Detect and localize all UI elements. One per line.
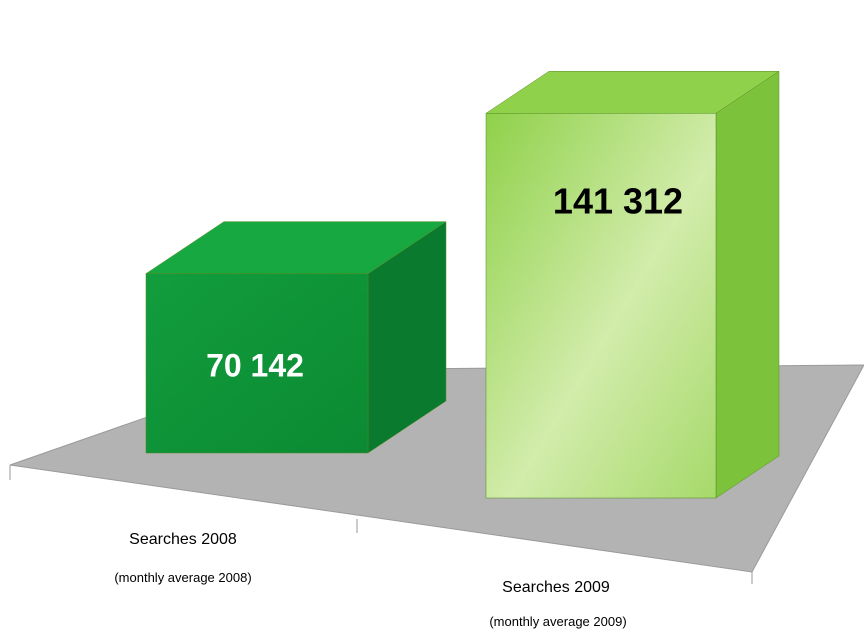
bar-2009-front	[485, 113, 717, 499]
bar-2008-front	[145, 273, 369, 454]
value-label-2008: 70 142	[206, 348, 304, 384]
category-label-2008: Searches 2008	[129, 531, 237, 548]
bar-2009-side	[715, 70, 780, 499]
value-label-2009: 141 312	[553, 180, 683, 221]
category-label-2009: Searches 2009	[502, 579, 610, 596]
category-sublabel-2008: (monthly average 2008)	[114, 570, 252, 585]
category-sublabel-2009: (monthly average 2009)	[489, 614, 627, 629]
